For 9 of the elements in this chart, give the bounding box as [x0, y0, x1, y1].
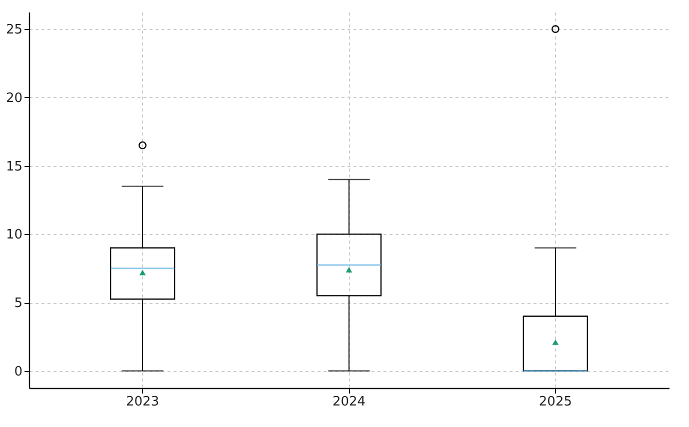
y-tick-label: 5	[14, 296, 22, 312]
x-tick-label: 2025	[538, 394, 572, 410]
x-tick-label: 2023	[126, 394, 160, 410]
y-tick-label: 0	[14, 364, 22, 380]
y-tick-label: 10	[6, 228, 22, 243]
y-tick-label: 25	[6, 22, 22, 38]
x-tick-label: 2024	[332, 394, 366, 410]
y-tick-label: 20	[6, 90, 22, 106]
y-tick-label: 15	[6, 159, 22, 174]
